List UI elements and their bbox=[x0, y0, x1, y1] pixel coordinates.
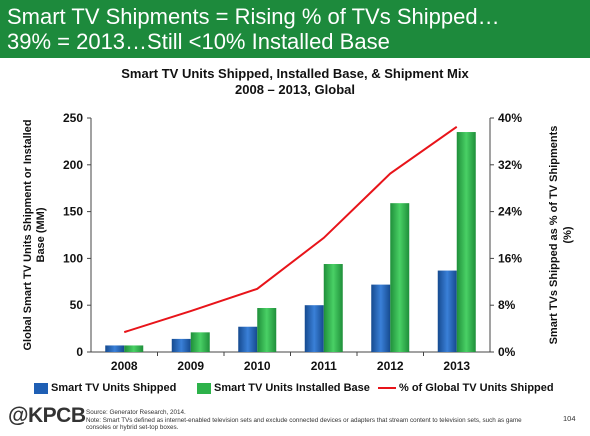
bar-installed-base-2013 bbox=[456, 132, 476, 352]
kpcb-logo: @KPCB bbox=[8, 404, 86, 427]
chart-legend: Smart TV Units Shipped Smart TV Units In… bbox=[0, 382, 590, 398]
x-tick-label: 2011 bbox=[311, 359, 337, 373]
y-tick-label-left: 0 bbox=[76, 345, 83, 359]
y-tick-label-right: 24% bbox=[498, 205, 522, 219]
source-note: Source: Generator Research, 2014. Note: … bbox=[86, 409, 546, 432]
headline-line-1: Smart TV Shipments = Rising % of TVs Shi… bbox=[7, 4, 500, 29]
bar-units-shipped-2013 bbox=[437, 270, 457, 352]
bar-installed-base-2009 bbox=[190, 332, 210, 352]
x-tick-label: 2013 bbox=[443, 359, 470, 373]
legend-label-installed-base: Smart TV Units Installed Base bbox=[214, 382, 370, 394]
y-tick-label-left: 200 bbox=[63, 158, 83, 172]
legend-item-units-shipped: Smart TV Units Shipped bbox=[34, 382, 176, 394]
y-axis-label-right-line1: Smart TVs Shipped as % of TV Shipments bbox=[548, 126, 560, 345]
legend-label-units-shipped: Smart TV Units Shipped bbox=[51, 382, 177, 394]
note-line: Note: Smart TVs defined as internet-enab… bbox=[86, 416, 522, 432]
headline-line-2: 39% = 2013…Still <10% Installed Base bbox=[7, 29, 390, 54]
bar-units-shipped-2008 bbox=[105, 345, 125, 352]
y-tick-label-right: 16% bbox=[498, 251, 522, 265]
source-line: Source: Generator Research, 2014. bbox=[86, 409, 186, 416]
y-tick-label-left: 50 bbox=[70, 298, 84, 312]
y-axis-label-left-line1: Global Smart TV Units Shipment or Instal… bbox=[22, 119, 34, 350]
bar-units-shipped-2010 bbox=[238, 326, 258, 352]
headline-banner: Smart TV Shipments = Rising % of TVs Shi… bbox=[0, 0, 590, 58]
x-tick-label: 2012 bbox=[377, 359, 404, 373]
y-tick-label-right: 32% bbox=[498, 158, 522, 172]
y-tick-label-right: 40% bbox=[498, 111, 522, 125]
x-tick-label: 2009 bbox=[177, 359, 204, 373]
bar-units-shipped-2011 bbox=[304, 305, 324, 352]
bar-installed-base-2011 bbox=[323, 264, 343, 352]
line-pct-shipped bbox=[123, 125, 458, 334]
bar-installed-base-2010 bbox=[257, 308, 277, 352]
y-tick-label-right: 8% bbox=[498, 298, 516, 312]
y-tick-label-left: 150 bbox=[63, 205, 83, 219]
x-tick-label: 2010 bbox=[244, 359, 271, 373]
y-tick-label-left: 250 bbox=[63, 111, 83, 125]
y-axis-label-left-line2: Base (MM) bbox=[35, 207, 47, 262]
bar-units-shipped-2009 bbox=[171, 338, 191, 352]
chart-title: Smart TV Units Shipped, Installed Base, … bbox=[121, 66, 469, 81]
chart-subtitle: 2008 – 2013, Global bbox=[235, 82, 355, 97]
legend-swatch-units-shipped bbox=[34, 382, 48, 394]
legend-label-pct-shipped: % of Global TV Units Shipped bbox=[399, 382, 554, 394]
legend-item-pct-shipped: % of Global TV Units Shipped bbox=[378, 382, 554, 394]
bar-installed-base-2012 bbox=[390, 203, 410, 352]
y-axis-label-right-line2: (%) bbox=[562, 226, 574, 243]
bar-installed-base-2008 bbox=[124, 345, 144, 352]
legend-swatch-installed-base bbox=[197, 382, 211, 394]
x-tick-label: 2008 bbox=[111, 359, 138, 373]
bar-units-shipped-2012 bbox=[371, 284, 391, 352]
page-number: 104 bbox=[563, 414, 576, 423]
legend-swatch-pct-shipped bbox=[378, 387, 396, 389]
legend-item-installed-base: Smart TV Units Installed Base bbox=[197, 382, 370, 394]
y-tick-label-left: 100 bbox=[63, 251, 83, 265]
y-tick-label-right: 0% bbox=[498, 345, 516, 359]
